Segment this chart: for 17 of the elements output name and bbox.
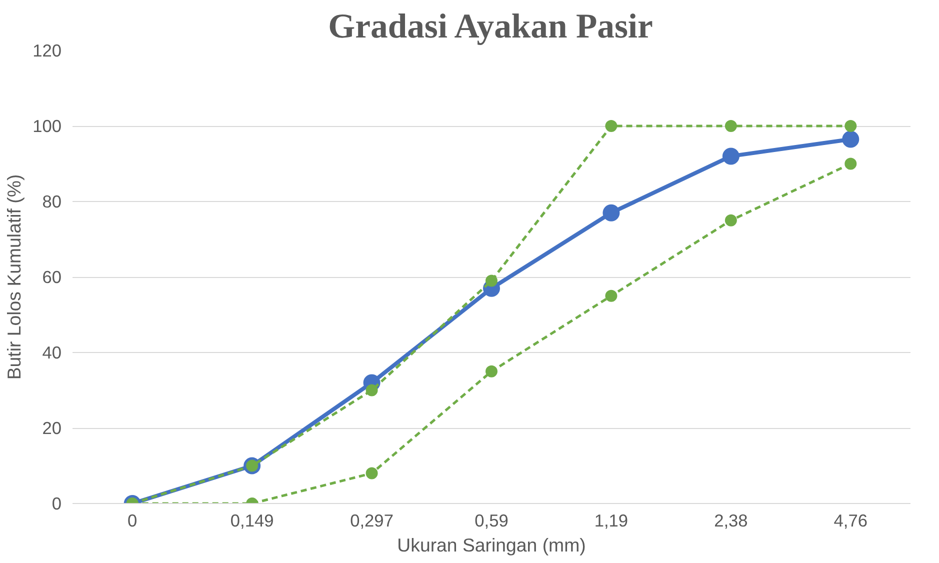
x-axis-title: Ukuran Saringan (mm) bbox=[397, 534, 586, 556]
x-tick-label: 0 bbox=[128, 510, 138, 530]
y-tick-label: 20 bbox=[42, 418, 62, 438]
y-tick-label: 40 bbox=[42, 342, 62, 362]
x-tick-label: 0,149 bbox=[230, 510, 274, 530]
y-tick-label: 80 bbox=[42, 192, 62, 212]
x-tick-label: 1,19 bbox=[594, 510, 628, 530]
y-tick-label: 0 bbox=[52, 494, 62, 514]
x-tick-label: 0,297 bbox=[350, 510, 394, 530]
y-tick-label: 60 bbox=[42, 267, 62, 287]
y-axis-title: Butir Lolos Kumulatif (%) bbox=[4, 174, 25, 380]
chart-title: Gradasi Ayakan Pasir bbox=[328, 8, 653, 46]
y-tick-label: 100 bbox=[32, 116, 62, 136]
x-tick-label: 0,59 bbox=[474, 510, 508, 530]
x-tick-label: 2,38 bbox=[714, 510, 748, 530]
y-tick-label: 120 bbox=[32, 40, 62, 60]
x-tick-label: 4,76 bbox=[834, 510, 868, 530]
